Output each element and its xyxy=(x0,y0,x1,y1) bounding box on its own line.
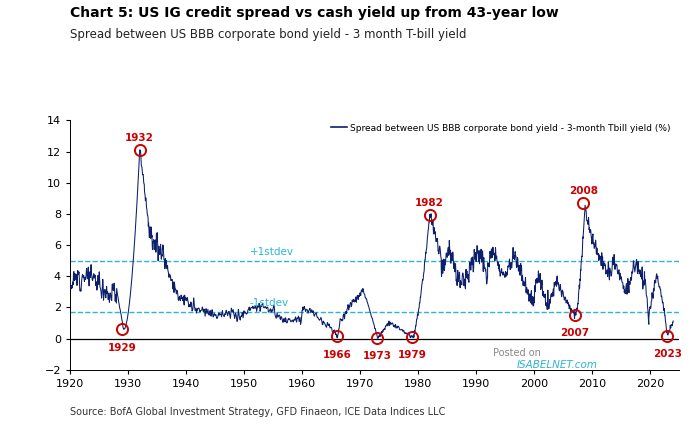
Text: Source: BofA Global Investment Strategy, GFD Finaeon, ICE Data Indices LLC: Source: BofA Global Investment Strategy,… xyxy=(70,407,445,417)
Text: 1932: 1932 xyxy=(125,133,154,143)
Text: 1966: 1966 xyxy=(323,350,351,359)
Text: Spread between US BBB corporate bond yield - 3 month T-bill yield: Spread between US BBB corporate bond yie… xyxy=(70,28,466,41)
Text: 1979: 1979 xyxy=(398,350,426,360)
Text: ISABELNET.com: ISABELNET.com xyxy=(517,359,598,370)
Text: 2023: 2023 xyxy=(653,349,682,359)
Text: +1stdev: +1stdev xyxy=(250,247,294,257)
Text: 2007: 2007 xyxy=(560,329,589,338)
Text: 2008: 2008 xyxy=(569,186,598,196)
Text: 1973: 1973 xyxy=(363,351,392,361)
Legend: Spread between US BBB corporate bond yield - 3-month Tbill yield (%): Spread between US BBB corporate bond yie… xyxy=(327,120,675,136)
Text: Chart 5: US IG credit spread vs cash yield up from 43-year low: Chart 5: US IG credit spread vs cash yie… xyxy=(70,6,559,21)
Text: 1982: 1982 xyxy=(415,199,444,209)
Text: -1stdev: -1stdev xyxy=(250,298,289,308)
Text: Posted on: Posted on xyxy=(494,348,541,358)
Text: 1929: 1929 xyxy=(108,343,136,353)
